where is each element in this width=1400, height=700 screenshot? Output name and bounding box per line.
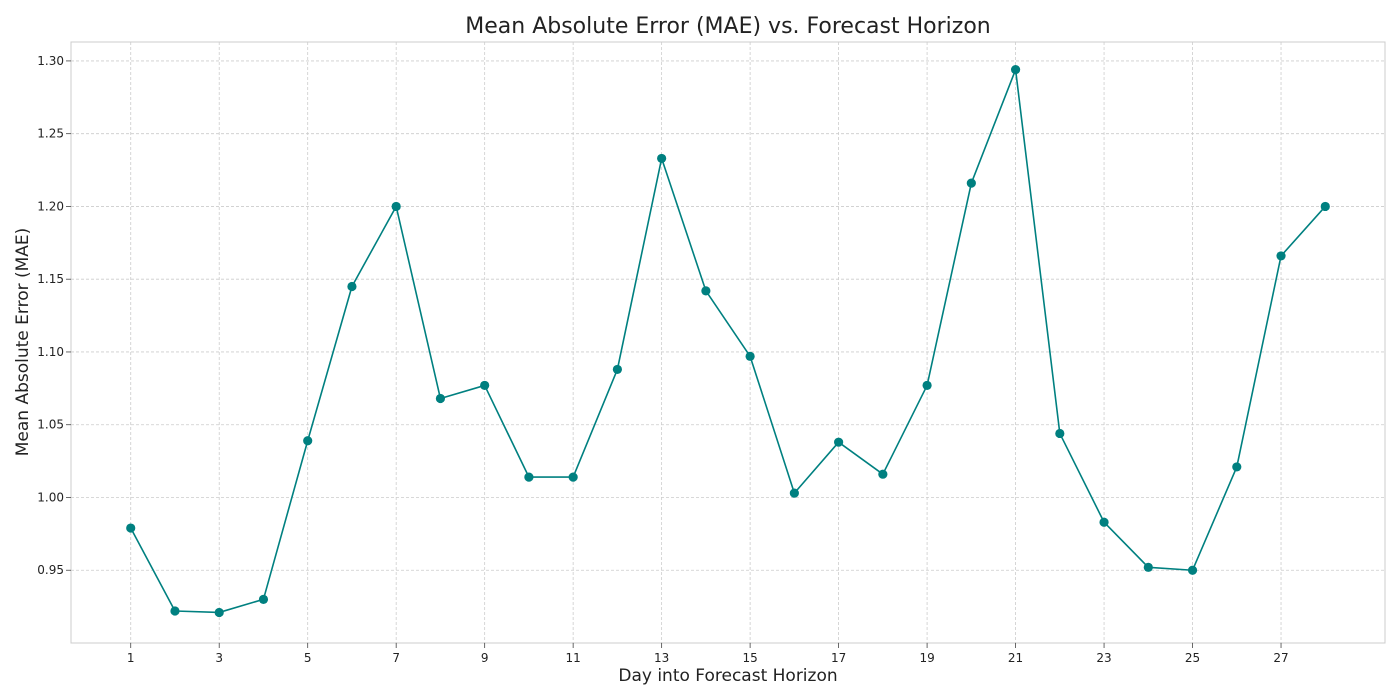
- data-point-marker: [1010, 65, 1021, 75]
- data-point-marker: [922, 380, 932, 391]
- y-axis-ticks: 0.95 1.00 1.05 1.10 1.15 1.20 1.25 1.30: [37, 54, 71, 577]
- y-tick-label: 0.95: [37, 563, 64, 577]
- data-point-marker: [878, 469, 888, 479]
- x-tick-label: 7: [392, 651, 400, 665]
- data-point-marker: [347, 281, 357, 292]
- y-tick-label: 1.20: [37, 199, 64, 213]
- data-point-marker: [214, 607, 224, 618]
- x-tick-label: 5: [304, 651, 312, 665]
- grid-lines: [71, 42, 1385, 643]
- series-line-mae: [130, 68, 1326, 614]
- data-point-marker: [1055, 428, 1065, 439]
- plot-frame: [70, 41, 1386, 644]
- data-point-marker: [1143, 562, 1153, 572]
- data-point-marker: [701, 286, 711, 296]
- data-point-marker: [568, 472, 578, 482]
- data-point-marker: [1320, 201, 1330, 212]
- data-point-marker: [126, 523, 136, 533]
- x-tick-label: 3: [215, 651, 223, 665]
- data-point-marker: [745, 351, 755, 361]
- data-point-marker: [170, 606, 180, 616]
- y-tick-label: 1.30: [37, 54, 64, 68]
- x-tick-label: 15: [742, 651, 757, 665]
- x-axis-ticks: 1 3 5 7 9 11 13 15 17 19 21 23 25 27: [127, 643, 1289, 665]
- x-tick-label: 17: [831, 651, 846, 665]
- data-point-marker: [657, 153, 667, 164]
- y-tick-label: 1.10: [37, 345, 64, 359]
- series-markers: [126, 65, 1330, 618]
- y-tick-label: 1.00: [37, 490, 64, 504]
- x-tick-label: 19: [919, 651, 934, 665]
- data-point-marker: [612, 364, 622, 375]
- data-point-marker: [258, 594, 269, 604]
- data-point-marker: [1276, 251, 1286, 261]
- x-tick-label: 1: [127, 651, 135, 665]
- x-tick-label: 11: [566, 651, 581, 665]
- data-point-marker: [834, 437, 844, 447]
- data-point-marker: [303, 436, 313, 446]
- y-axis-label: Mean Absolute Error (MAE): [13, 228, 33, 457]
- data-point-marker: [1099, 517, 1109, 527]
- x-axis-label: Day into Forecast Horizon: [618, 666, 837, 686]
- data-point-marker: [966, 178, 976, 188]
- chart-title: Mean Absolute Error (MAE) vs. Forecast H…: [465, 14, 990, 39]
- x-tick-label: 9: [481, 651, 489, 665]
- x-tick-label: 27: [1273, 651, 1288, 665]
- data-point-marker: [1187, 565, 1198, 575]
- data-point-marker: [391, 201, 401, 212]
- data-point-marker: [524, 472, 534, 482]
- y-tick-label: 1.05: [37, 418, 64, 432]
- y-tick-label: 1.15: [37, 272, 64, 286]
- data-point-marker: [480, 380, 490, 391]
- data-point-marker: [435, 393, 446, 404]
- y-tick-label: 1.25: [37, 127, 64, 141]
- data-point-marker: [1232, 462, 1242, 472]
- x-tick-label: 23: [1096, 651, 1111, 665]
- x-tick-label: 21: [1008, 651, 1023, 665]
- data-point-marker: [789, 488, 799, 498]
- x-tick-label: 13: [654, 651, 669, 665]
- x-tick-label: 25: [1185, 651, 1200, 665]
